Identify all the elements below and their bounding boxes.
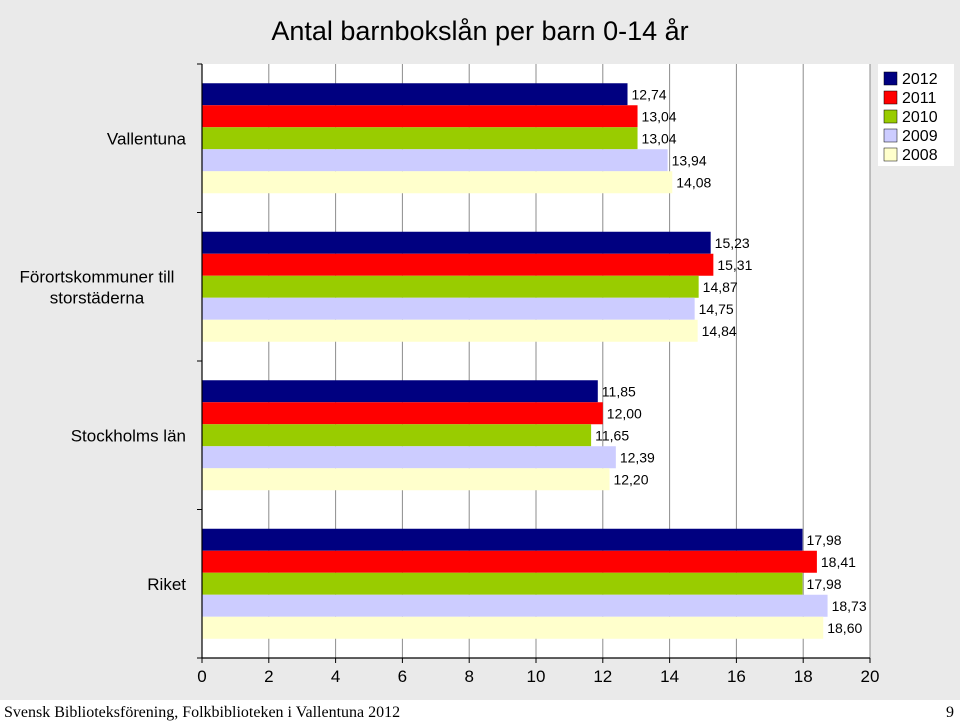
bar-0-3	[202, 149, 668, 172]
bar-0-2	[202, 127, 638, 150]
bar-3-1	[202, 550, 817, 573]
bar-3-2	[202, 572, 803, 595]
bar-2-2	[202, 424, 592, 447]
x-tick-label-10: 20	[861, 667, 880, 686]
data-label-3-1: 18,41	[821, 554, 856, 570]
category-label-2: Stockholms län	[71, 426, 186, 445]
bar-1-3	[202, 297, 695, 320]
data-label-1-0: 15,23	[715, 235, 750, 251]
x-tick-label-1: 2	[264, 667, 273, 686]
bar-1-0	[202, 231, 711, 254]
data-label-0-1: 13,04	[642, 108, 677, 124]
x-tick-label-9: 18	[794, 667, 813, 686]
x-tick-label-6: 12	[593, 667, 612, 686]
legend-swatch-4	[883, 147, 898, 162]
bar-3-3	[202, 594, 828, 617]
bar-1-2	[202, 275, 699, 298]
bar-2-3	[202, 446, 616, 469]
data-label-3-0: 17,98	[807, 532, 842, 548]
x-tick-label-4: 8	[464, 667, 473, 686]
x-tick-label-5: 10	[527, 667, 546, 686]
bar-2-4	[202, 468, 610, 491]
chart-title: Antal barnbokslån per barn 0-14 år	[271, 16, 688, 46]
bar-3-4	[202, 616, 824, 639]
bar-1-4	[202, 319, 698, 342]
x-tick-label-7: 14	[660, 667, 679, 686]
bar-0-0	[202, 83, 628, 106]
data-label-3-3: 18,73	[832, 598, 867, 614]
x-tick-label-0: 0	[197, 667, 206, 686]
footer: Svensk Biblioteksförening, Folkbibliotek…	[0, 700, 960, 725]
data-label-1-4: 14,84	[702, 323, 737, 339]
legend-label-3: 2009	[902, 128, 938, 145]
data-label-3-2: 17,98	[807, 576, 842, 592]
data-label-0-2: 13,04	[642, 130, 677, 146]
category-labels: Vallentuna Förortskommuner till storstäder…	[20, 129, 187, 594]
footer-source: Svensk Biblioteksförening, Folkbibliotek…	[4, 704, 401, 721]
page-number: 9	[946, 704, 954, 721]
bar-chart: 12,74 13,04 13,04 13,94 14,08 15,23 15,31 14,87…	[20, 16, 954, 686]
data-label-1-3: 14,75	[699, 301, 734, 317]
data-label-2-3: 12,39	[620, 449, 655, 465]
legend-label-0: 2012	[902, 71, 938, 88]
bars: 12,74 13,04 13,04 13,94 14,08 15,23 15,31 14,87…	[202, 83, 867, 639]
x-tick-labels: 0 2 4 6 8 10 12 14 16 18 20	[197, 667, 879, 686]
bar-1-1	[202, 253, 714, 276]
data-label-3-4: 18,60	[827, 620, 862, 636]
x-tick-label-3: 6	[398, 667, 407, 686]
data-label-1-1: 15,31	[717, 257, 752, 273]
legend-label-2: 2010	[902, 109, 938, 126]
legend-swatch-2	[883, 109, 898, 124]
data-label-1-2: 14,87	[703, 279, 738, 295]
bar-2-0	[202, 380, 598, 403]
data-label-0-3: 13,94	[672, 152, 707, 168]
legend-swatch-1	[883, 90, 898, 105]
bar-0-4	[202, 171, 673, 194]
axes	[197, 63, 871, 663]
data-label-2-2: 11,65	[595, 427, 629, 443]
category-label-3: Riket	[147, 575, 186, 594]
legend: 2012 2011 2010 2009 2008	[878, 64, 954, 166]
legend-swatch-0	[883, 71, 898, 86]
data-label-2-4: 12,20	[613, 471, 648, 487]
legend-swatch-3	[883, 128, 898, 143]
legend-label-1: 2011	[902, 90, 937, 107]
legend-label-4: 2008	[902, 147, 938, 164]
bar-3-0	[202, 528, 803, 551]
category-label-0: Vallentuna	[107, 129, 187, 148]
data-label-2-1: 12,00	[607, 405, 642, 421]
bar-0-1	[202, 105, 638, 128]
category-label-1: Förortskommuner till storstäderna	[20, 267, 175, 307]
x-tick-label-8: 16	[727, 667, 746, 686]
x-tick-label-2: 4	[331, 667, 340, 686]
data-label-2-0: 11,85	[602, 383, 636, 399]
data-label-0-0: 12,74	[632, 86, 667, 102]
bar-2-1	[202, 402, 603, 425]
data-label-0-4: 14,08	[676, 174, 711, 190]
